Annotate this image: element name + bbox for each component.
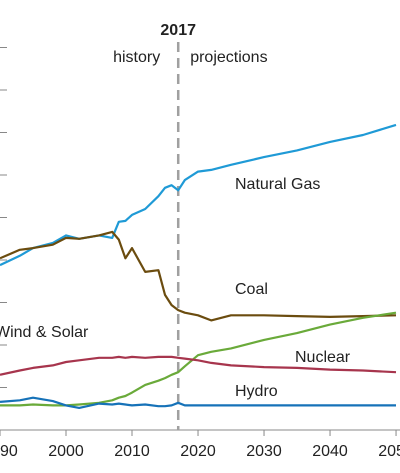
series-label: Wind & Solar xyxy=(0,324,89,341)
x-tick-label: 2020 xyxy=(180,443,216,460)
series-label: Hydro xyxy=(235,383,278,400)
x-tick-label: 1990 xyxy=(0,443,18,460)
series-line xyxy=(0,396,396,409)
x-tick-label: 2010 xyxy=(114,443,150,460)
series-label: Nuclear xyxy=(295,349,351,366)
series-label: Natural Gas xyxy=(235,176,320,193)
annotation-right: projections xyxy=(190,49,267,66)
x-tick-label: 2040 xyxy=(312,443,348,460)
x-tick-label: 2050 xyxy=(378,443,400,460)
series-line xyxy=(0,355,397,376)
annotation-year: 2017 xyxy=(160,22,196,39)
annotation-left: history xyxy=(113,49,160,66)
series-label: Coal xyxy=(235,281,268,298)
x-tick-label: 2000 xyxy=(48,443,84,460)
series-line xyxy=(0,230,397,322)
series-line xyxy=(0,123,397,267)
x-tick-label: 2030 xyxy=(246,443,282,460)
